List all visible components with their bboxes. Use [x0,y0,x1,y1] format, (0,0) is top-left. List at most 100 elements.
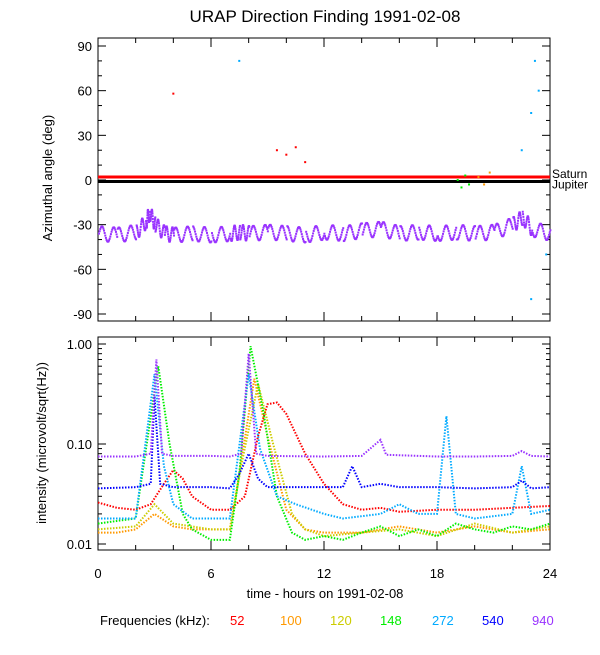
reference-label-jupiter: Jupiter [552,177,588,191]
data-point-940 [207,239,210,242]
data-point-940 [288,231,291,234]
data-point-940 [151,212,154,215]
y-tick-label: -60 [73,262,92,277]
data-point-940 [145,220,148,223]
data-point-940 [517,217,520,220]
data-point-940 [115,233,118,236]
data-point-940 [199,236,202,239]
data-point-940 [477,226,480,229]
data-point-940 [414,231,417,234]
data-point-940 [125,236,128,239]
data-point-940 [271,230,274,233]
data-point-940 [170,229,173,232]
data-point-940 [233,225,236,228]
data-point-940 [504,226,507,229]
data-point-940 [189,231,192,234]
data-point-940 [344,238,347,241]
data-point-940 [350,226,353,229]
data-point-940 [538,224,541,227]
data-point-940 [413,229,416,232]
data-point-940 [299,228,302,231]
data-point-272 [520,149,523,152]
data-point-100 [477,176,480,179]
data-point-940 [366,222,369,225]
data-point-940 [406,238,409,241]
data-point-940 [175,227,178,230]
data-point-940 [231,238,234,241]
data-point-940 [285,236,288,239]
data-point-940 [256,235,259,238]
data-point-940 [464,230,467,233]
data-point-940 [159,232,162,235]
data-point-940 [289,234,292,237]
data-point-940 [536,229,539,232]
data-point-940 [455,226,458,229]
data-point-940 [384,226,387,229]
data-point-940 [142,221,145,224]
data-point-940 [154,216,157,219]
data-point-940 [222,231,225,234]
data-point-940 [156,221,159,224]
data-point-940 [232,227,235,230]
data-point-940 [463,227,466,230]
data-point-940 [356,234,359,237]
data-point-940 [212,236,215,239]
data-point-940 [521,223,524,226]
data-point-940 [149,215,152,218]
data-point-940 [407,235,410,238]
data-point-940 [161,231,164,234]
data-point-940 [383,222,386,225]
data-point-940 [431,235,434,238]
data-point-940 [369,231,372,234]
data-point-940 [322,235,325,238]
data-point-940 [457,236,460,239]
data-point-940 [541,225,544,228]
data-point-940 [330,226,333,229]
data-point-940 [522,213,525,216]
data-point-940 [321,238,324,241]
data-point-940 [102,227,105,230]
data-point-940 [293,239,296,242]
data-point-940 [190,237,193,240]
data-point-940 [163,226,166,229]
data-point-940 [124,239,127,242]
data-point-940 [253,225,256,228]
data-point-940 [216,238,219,241]
data-point-940 [108,237,111,240]
data-point-940 [487,231,490,234]
data-point-940 [335,236,338,239]
data-point-940 [258,238,261,241]
data-point-940 [166,226,169,229]
y-tick-label: 30 [78,128,92,143]
data-point-940 [294,235,297,238]
data-point-940 [488,229,491,232]
data-point-940 [483,237,486,240]
data-point-940 [301,235,304,238]
data-point-940 [206,234,209,237]
data-point-940 [221,227,224,230]
data-point-272 [530,112,533,114]
data-point-940 [442,232,445,235]
data-point-940 [161,229,164,232]
data-point-940 [152,223,155,226]
data-point-940 [500,233,503,236]
data-point-940 [318,233,321,236]
data-point-940 [121,237,124,240]
data-point-940 [384,224,387,227]
data-point-940 [489,225,492,228]
data-point-940 [442,230,445,233]
data-point-940 [189,233,192,236]
data-point-940 [401,227,404,230]
series-line-52 [97,401,551,513]
data-point-940 [358,226,361,229]
data-point-940 [108,239,111,242]
data-point-940 [170,227,173,230]
data-point-272 [238,59,241,62]
data-point-940 [99,228,102,231]
data-point-940 [386,231,389,234]
data-point-940 [243,232,246,235]
data-point-940 [513,217,516,220]
data-point-940 [246,234,249,237]
data-point-940 [223,233,226,236]
data-point-940 [315,225,318,228]
